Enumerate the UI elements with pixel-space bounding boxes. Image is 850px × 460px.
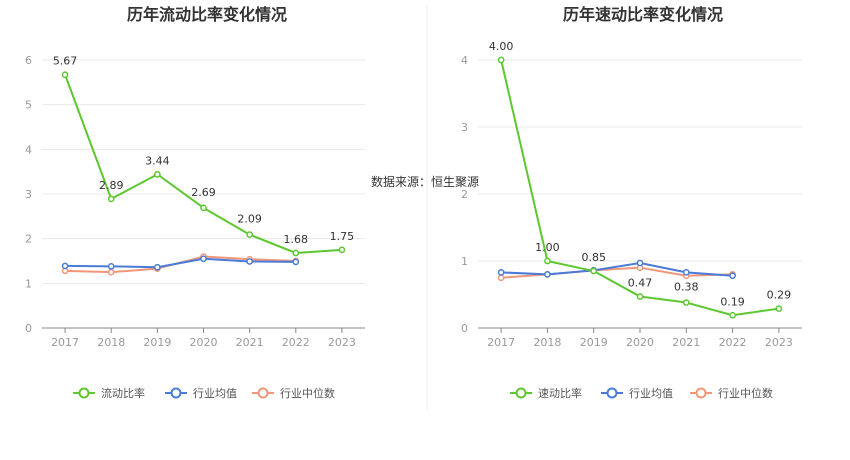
data-point[interactable]	[338, 246, 346, 254]
legend-label: 行业均值	[629, 387, 673, 400]
data-point[interactable]	[107, 195, 115, 203]
data-point[interactable]	[107, 268, 115, 276]
data-label: 0.29	[767, 289, 792, 302]
legend-label: 行业中位数	[280, 386, 335, 400]
legend-item[interactable]: 行业均值	[601, 387, 673, 400]
data-point[interactable]	[497, 274, 505, 282]
x-tick-label: 2017	[51, 336, 79, 349]
data-label: 1.75	[330, 230, 355, 243]
legend-label: 速动比率	[538, 386, 582, 400]
legend-label: 流动比率	[101, 386, 145, 400]
x-tick-label: 2020	[626, 336, 654, 349]
data-label: 2.89	[99, 179, 124, 192]
series-line	[65, 257, 296, 269]
chart-title: 历年速动比率变化情况	[563, 5, 723, 24]
data-point[interactable]	[292, 249, 300, 257]
y-tick-label: 6	[25, 54, 32, 67]
legend-item[interactable]: 行业均值	[165, 387, 237, 400]
data-point[interactable]	[682, 269, 690, 276]
data-point[interactable]	[292, 258, 300, 266]
x-tick-label: 2022	[282, 336, 310, 349]
data-label: 5.67	[53, 55, 78, 68]
data-label: 0.85	[581, 251, 606, 264]
x-tick-label: 2018	[97, 336, 125, 349]
chart-panel-2: 历年速动比率变化情况 0 1 2 3 4 2017 2018 2019 2020 2021 2022 2…	[461, 5, 802, 400]
data-label: 0.19	[720, 295, 745, 308]
data-point[interactable]	[154, 170, 161, 178]
data-label: 2.69	[191, 186, 216, 199]
legend-marker	[515, 387, 527, 399]
data-point[interactable]	[107, 263, 115, 270]
chart-panel-1: 历年流动比率变化情况 0 1 2 3 4 5 6 2017 2018 2019 2020 2021 202…	[25, 5, 365, 400]
data-point[interactable]	[729, 272, 736, 280]
y-tick-label: 0	[461, 322, 468, 335]
data-point[interactable]	[200, 255, 207, 263]
data-label: 2.09	[237, 213, 262, 226]
data-point[interactable]	[775, 305, 783, 312]
legend-marker	[695, 387, 707, 399]
y-tick-label: 0	[25, 322, 32, 335]
data-point[interactable]	[61, 262, 69, 270]
x-tick-label: 2023	[765, 336, 793, 349]
legend-item[interactable]: 速动比率	[510, 386, 582, 400]
x-tick-label: 2022	[719, 336, 747, 349]
series-line	[501, 262, 733, 277]
data-point[interactable]	[497, 269, 505, 276]
data-point[interactable]	[154, 263, 161, 271]
data-point[interactable]	[544, 271, 551, 278]
data-source-note: 数据来源：恒生聚源	[371, 174, 479, 189]
y-tick-label: 5	[25, 99, 32, 112]
data-point[interactable]	[246, 231, 253, 238]
legend-item[interactable]: 流动比率	[73, 386, 145, 400]
data-point[interactable]	[246, 258, 253, 265]
y-tick-label: 1	[461, 255, 468, 268]
legend-marker	[257, 387, 269, 399]
legend-item[interactable]: 行业中位数	[690, 386, 773, 400]
x-tick-label: 2019	[580, 336, 608, 349]
series-line	[65, 255, 296, 274]
y-tick-label: 2	[461, 188, 468, 201]
y-tick-label: 3	[25, 188, 32, 201]
data-point[interactable]	[200, 204, 207, 212]
data-point[interactable]	[497, 56, 505, 64]
data-point[interactable]	[61, 71, 69, 79]
data-label: 4.00	[489, 40, 514, 53]
x-tick-label: 2021	[672, 336, 700, 349]
x-tick-label: 2019	[143, 336, 171, 349]
data-point[interactable]	[590, 267, 598, 275]
y-tick-label: 3	[461, 121, 468, 134]
series-line	[64, 74, 342, 254]
x-tick-label: 2021	[236, 336, 264, 349]
data-label: 1.00	[535, 241, 560, 254]
data-label: 1.68	[284, 233, 309, 246]
data-label: 0.47	[628, 277, 653, 290]
x-tick-label: 2020	[190, 336, 218, 349]
data-point[interactable]	[636, 259, 644, 267]
legend-item[interactable]: 行业中位数	[252, 386, 335, 400]
data-point[interactable]	[636, 293, 644, 300]
data-point[interactable]	[729, 311, 736, 319]
y-tick-label: 4	[461, 54, 468, 67]
data-label: 3.44	[145, 154, 170, 167]
legend-label: 行业中位数	[718, 386, 773, 400]
y-tick-label: 1	[25, 277, 32, 290]
x-tick-label: 2023	[328, 336, 356, 349]
y-tick-label: 2	[25, 233, 32, 246]
legend-marker	[170, 387, 182, 399]
data-label: 0.38	[674, 281, 699, 294]
data-point[interactable]	[682, 299, 690, 306]
y-tick-label: 4	[25, 143, 32, 156]
chart-title: 历年流动比率变化情况	[127, 5, 287, 24]
x-tick-label: 2017	[487, 336, 515, 349]
legend-marker	[78, 387, 90, 399]
legend-marker	[606, 387, 618, 399]
legend-label: 行业均值	[193, 387, 237, 400]
x-tick-label: 2018	[533, 336, 561, 349]
data-point[interactable]	[544, 257, 551, 265]
